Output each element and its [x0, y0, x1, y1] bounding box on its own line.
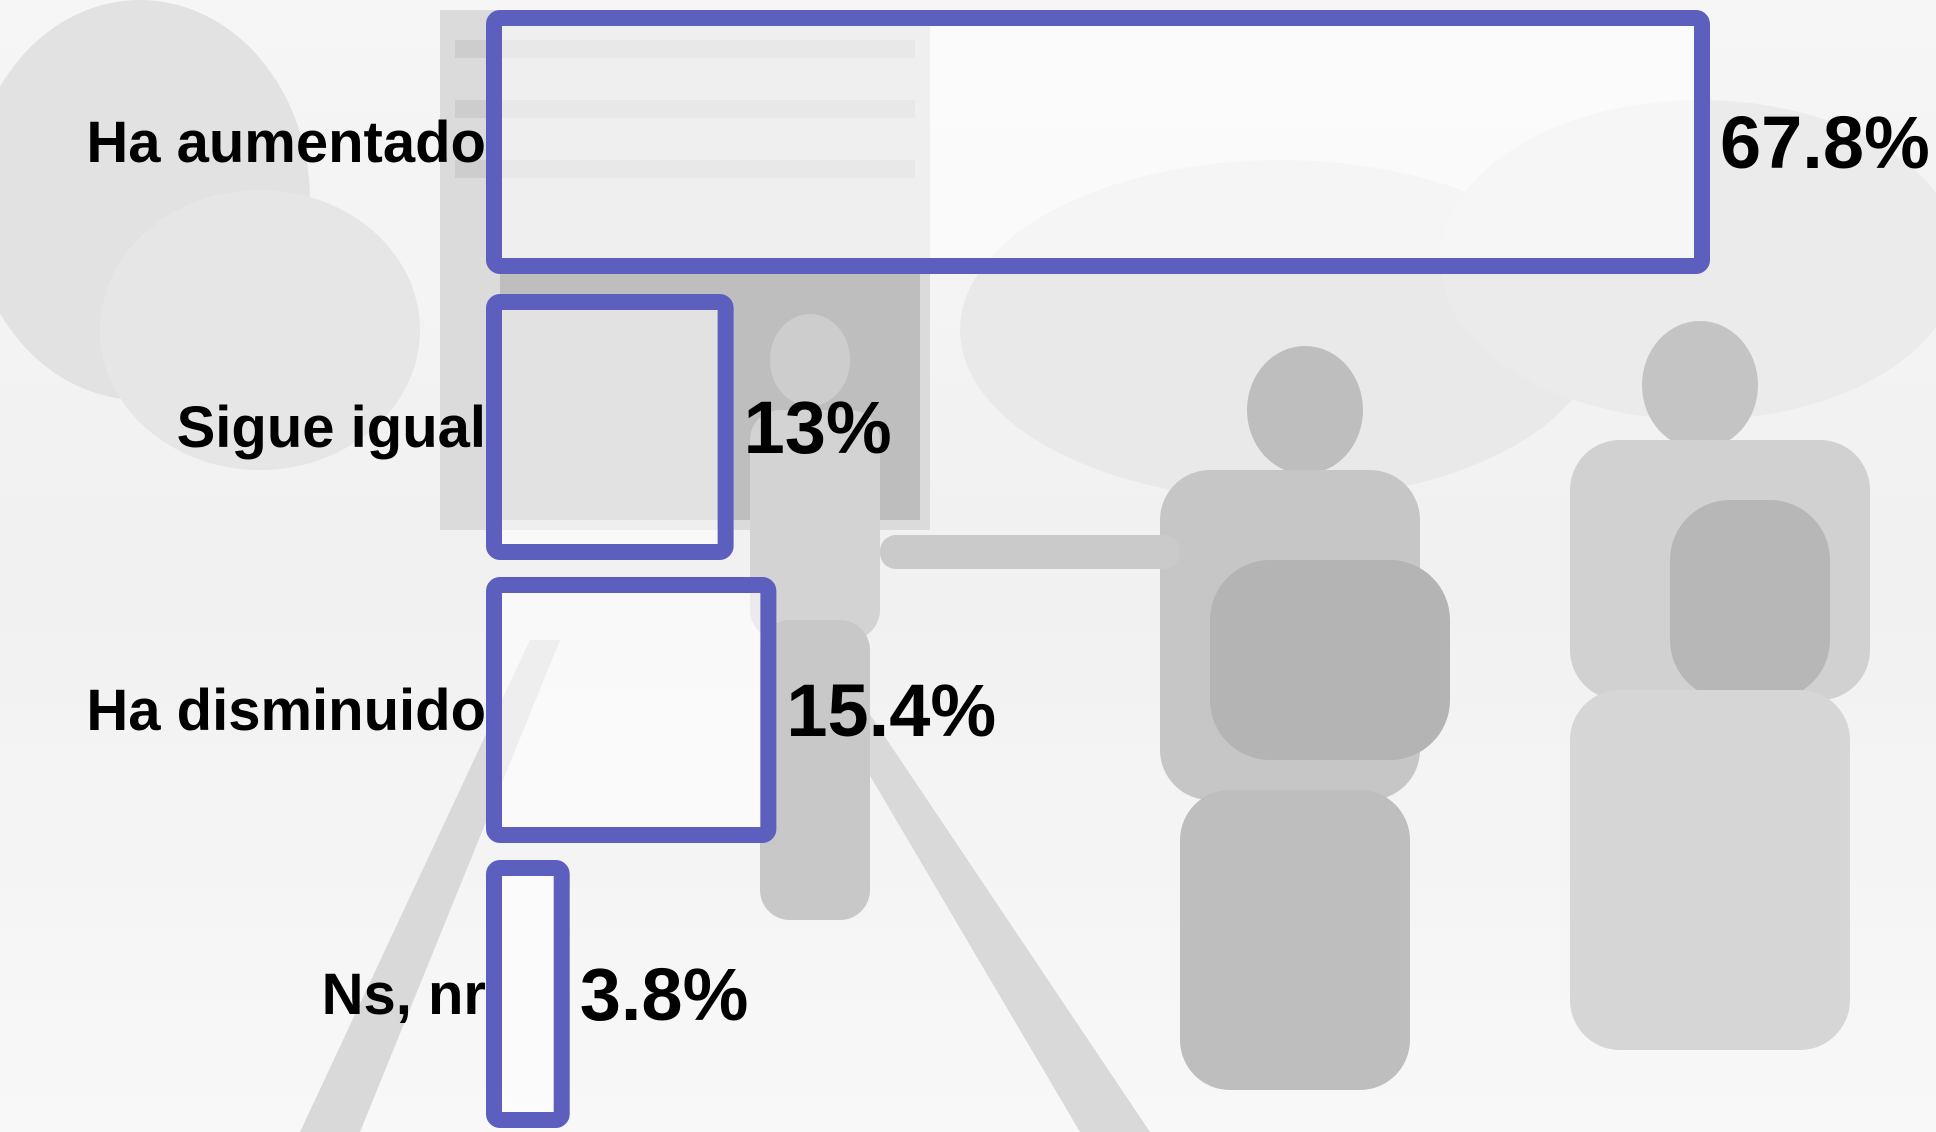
bar-2 — [486, 577, 777, 843]
labels-layer: Ha aumentado 67.8% Sigue igual 13% Ha dismin… — [86, 101, 1929, 1036]
value-label: 3.8% — [580, 953, 749, 1036]
value-label: 13% — [744, 386, 892, 469]
bar-0 — [486, 10, 1710, 274]
bar-1 — [486, 294, 734, 560]
category-label: Ns, nr — [322, 962, 486, 1027]
category-label: Sigue igual — [177, 395, 486, 460]
category-label: Ha aumentado — [86, 110, 486, 175]
bar-3 — [486, 860, 570, 1128]
value-label: 15.4% — [786, 669, 996, 752]
category-label: Ha disminuido — [86, 678, 486, 743]
bars-layer — [486, 10, 1710, 1128]
value-label: 67.8% — [1720, 101, 1930, 184]
